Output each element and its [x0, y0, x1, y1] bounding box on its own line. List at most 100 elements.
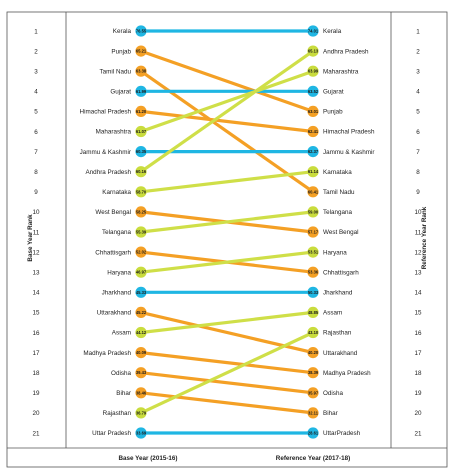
reference-state-label: Jharkhand — [323, 290, 353, 297]
base-score-label: 55.39 — [136, 230, 147, 235]
reference-score-marker — [307, 166, 319, 178]
right-rank-tick: 4 — [416, 89, 420, 96]
right-rank-tick: 19 — [414, 390, 422, 397]
reference-state-label: Tamil Nadu — [323, 189, 355, 196]
base-score-label: 60.35 — [136, 149, 147, 154]
reference-score-marker — [307, 125, 319, 138]
right-rank-tick: 13 — [414, 270, 422, 277]
base-state-label: Tamil Nadu — [100, 68, 132, 75]
reference-state-label: Jammu & Kashmir — [323, 149, 374, 156]
reference-state-label: Maharashtra — [323, 68, 359, 75]
reference-state-label: Bihar — [323, 410, 338, 417]
base-state-label: Odisha — [111, 370, 131, 377]
base-state-label: Madhya Pradesh — [83, 350, 131, 357]
left-rank-tick: 11 — [33, 229, 40, 236]
slope-line — [140, 49, 314, 113]
reference-score-label: 43.10 — [308, 330, 319, 335]
base-score-label: 38.46 — [136, 390, 147, 395]
left-rank-tick: 20 — [32, 410, 40, 417]
right-rank-tick: 21 — [414, 430, 422, 437]
right-rank-tick: 5 — [416, 109, 420, 116]
right-rank-tick: 11 — [415, 229, 422, 236]
base-score-marker — [135, 146, 147, 158]
reference-state-label: Karnataka — [323, 169, 352, 176]
reference-score-label: 50.33 — [308, 290, 319, 295]
reference-score-label: 63.99 — [308, 69, 319, 74]
base-state-label: Maharashtra — [96, 129, 132, 136]
reference-state-label: Telangana — [323, 209, 353, 216]
base-state-label: Bihar — [116, 390, 131, 397]
base-score-marker — [135, 186, 147, 198]
base-state-label: Rajasthan — [103, 410, 132, 417]
base-score-marker — [135, 367, 147, 379]
base-state-label: Andhra Pradesh — [85, 169, 131, 176]
reference-score-marker — [307, 367, 319, 379]
reference-score-label: 38.39 — [308, 370, 319, 375]
reference-score-label: 53.36 — [308, 270, 319, 275]
base-score-marker — [135, 125, 147, 138]
reference-score-label: 35.97 — [308, 390, 319, 395]
base-score-marker — [135, 306, 147, 318]
slope-line — [140, 210, 314, 234]
right-rank-tick: 1 — [416, 28, 420, 35]
reference-score-label: 53.51 — [308, 250, 319, 255]
slope-line — [140, 49, 314, 174]
reference-state-label: Uttarakhand — [323, 350, 358, 357]
left-rank-tick: 16 — [32, 330, 40, 337]
base-score-label: 60.16 — [136, 169, 147, 174]
reference-score-marker — [307, 146, 319, 158]
base-score-label: 61.99 — [136, 89, 147, 94]
base-state-label: Uttarakhand — [97, 310, 132, 317]
base-state-label: Assam — [112, 330, 131, 337]
base-state-label: Jharkhand — [102, 290, 132, 297]
right-rank-tick: 20 — [414, 410, 422, 417]
reference-state-label: Chhattisgarh — [323, 269, 359, 276]
right-rank-tick: 6 — [416, 129, 420, 136]
reference-score-label: 62.37 — [308, 149, 319, 154]
left-rank-tick: 6 — [34, 129, 38, 136]
left-column-title: Base Year (2015-16) — [118, 455, 177, 462]
left-axis-title: Base Year Rank — [27, 214, 34, 262]
base-score-marker — [135, 45, 147, 57]
left-rank-tick: 18 — [32, 370, 40, 377]
left-rank-tick: 8 — [34, 169, 38, 176]
reference-state-label: West Bengal — [323, 229, 359, 236]
right-rank-tick: 16 — [414, 330, 422, 337]
left-rank-tick: 12 — [32, 249, 40, 256]
state-labels: Kerala Kerala Punjab Punjab Tamil Nadu Tamil … — [80, 28, 375, 437]
reference-score-marker — [307, 65, 319, 77]
base-score-label: 63.38 — [136, 69, 147, 74]
left-rank-tick: 13 — [32, 270, 40, 277]
score-markers: 76.55 74.01 65.21 63.01 63.38 60.41 61.99 63.52… — [135, 25, 319, 439]
reference-score-marker — [307, 306, 319, 318]
base-score-label: 58.25 — [136, 209, 147, 214]
base-score-label: 45.22 — [136, 310, 147, 315]
reference-score-marker — [307, 387, 319, 399]
slope-line — [140, 109, 314, 134]
reference-score-marker — [307, 206, 319, 218]
slope-line — [140, 310, 314, 355]
base-score-marker — [135, 427, 147, 439]
reference-state-label: Assam — [323, 310, 342, 317]
base-score-marker — [135, 226, 147, 238]
right-rank-tick: 18 — [414, 370, 422, 377]
right-rank-tick: 12 — [414, 249, 422, 256]
base-score-label: 45.33 — [136, 290, 147, 295]
reference-state-label: Gujarat — [323, 89, 344, 96]
slope-line — [140, 391, 314, 415]
reference-score-label: 60.41 — [308, 189, 319, 194]
slope-line — [140, 331, 314, 415]
reference-state-label: Madhya Pradesh — [323, 370, 371, 377]
right-rank-tick: 9 — [416, 189, 420, 196]
reference-score-label: 59.00 — [308, 209, 319, 214]
base-state-label: Haryana — [107, 269, 131, 276]
base-score-label: 76.55 — [136, 29, 147, 34]
left-rank-tick: 3 — [34, 69, 38, 76]
base-state-label: West Bengal — [95, 209, 131, 216]
left-rank-tick: 5 — [34, 109, 38, 116]
base-score-marker — [135, 326, 147, 339]
base-state-label: Telangana — [102, 229, 132, 236]
reference-score-label: 32.11 — [308, 410, 319, 415]
